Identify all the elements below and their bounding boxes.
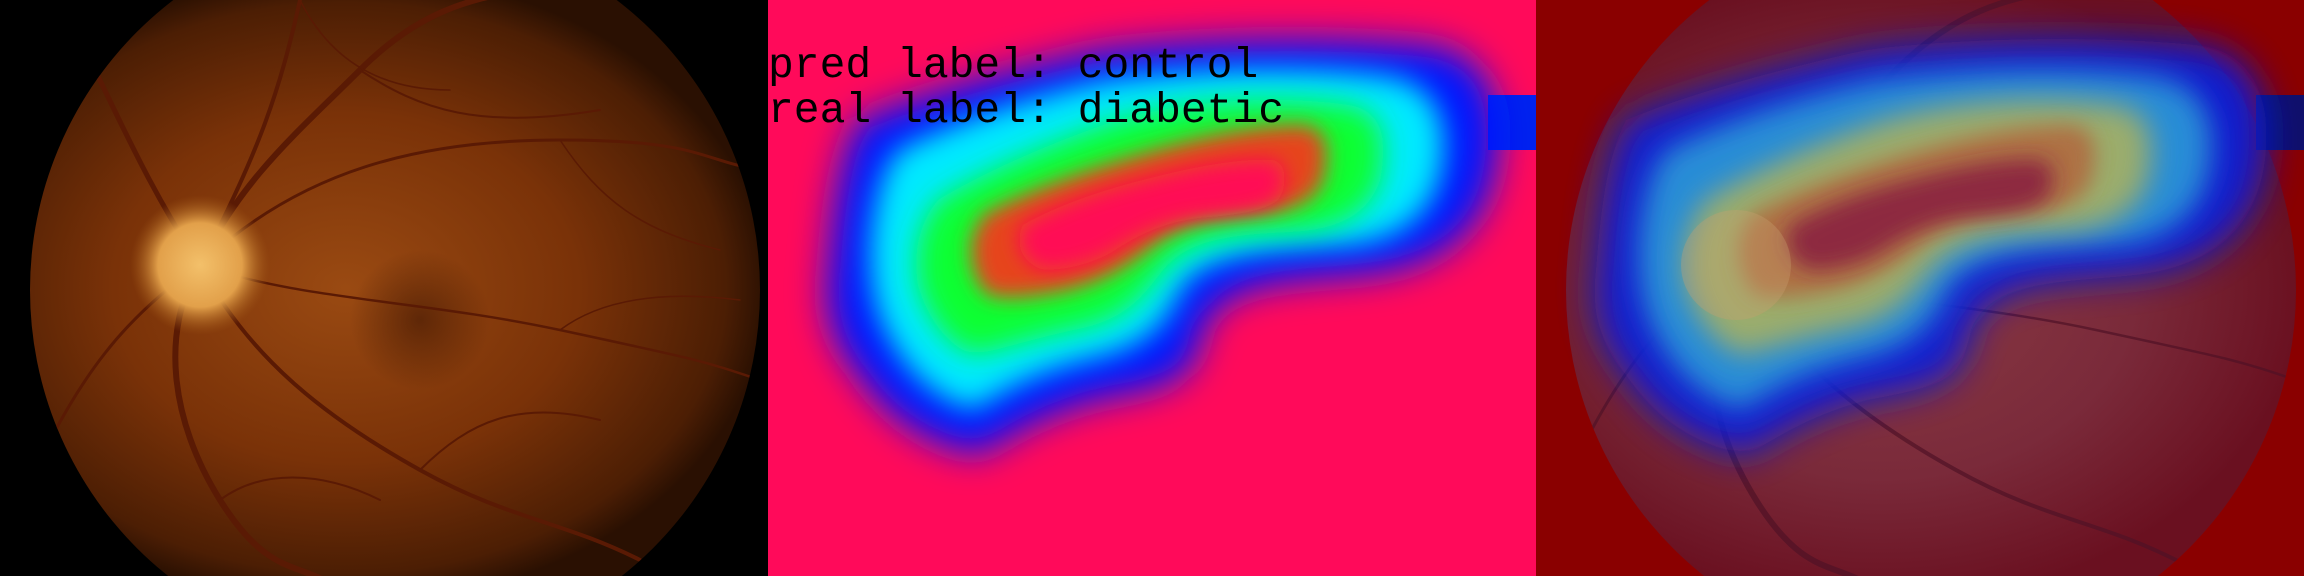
fundus-photo-panel (0, 0, 768, 576)
overlay-panel (1536, 0, 2304, 576)
pred-label-text: pred label: control (768, 41, 1258, 90)
heatmap-blob (826, 38, 1499, 456)
macula (350, 250, 490, 390)
optic-disc (130, 195, 270, 335)
overlay-optic-disc (1681, 210, 1791, 320)
overlay-heatmap-blob (1594, 38, 2267, 456)
real-label-text: real label: diabetic (768, 86, 1284, 135)
heatmap-panel: pred label: control real label: diabetic (768, 0, 1536, 576)
